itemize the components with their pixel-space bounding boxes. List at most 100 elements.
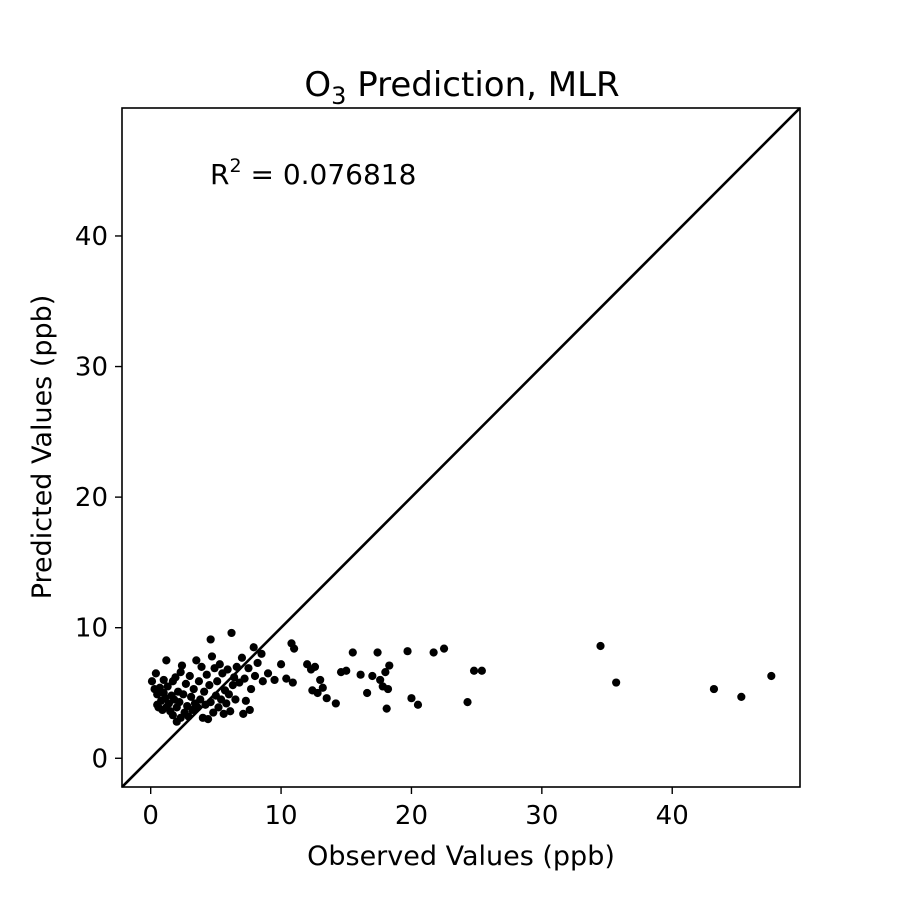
data-point [184,712,193,721]
data-point [232,662,241,671]
data-point [382,704,391,713]
data-point [196,695,205,704]
data-point [239,709,248,718]
data-point [151,669,160,678]
data-point [288,678,297,687]
x-tick-label: 40 [656,801,689,831]
data-point [153,690,162,699]
chart-title: O3 Prediction, MLR [304,65,619,110]
data-point [258,677,267,686]
data-point [171,673,180,682]
data-point [385,661,394,670]
data-point [187,692,196,702]
data-point [282,674,291,683]
data-point [257,649,266,658]
data-point [253,658,262,668]
data-point [244,664,253,673]
r-squared-annotation: R2 = 0.076818 [210,155,416,191]
data-point [219,709,228,718]
data-point [240,674,249,683]
y-tick-label: 20 [75,483,108,513]
data-point [214,703,223,712]
data-point [226,707,235,716]
data-point [356,670,365,679]
data-point [381,667,390,677]
data-point [168,711,177,720]
y-tick-label: 40 [75,222,108,252]
data-point [310,662,320,671]
data-point [477,666,486,675]
data-point [429,648,438,657]
axis-ticks: 0 10 20 30 40 0 10 20 30 40 [75,222,689,831]
identity-line-layer [121,107,801,788]
data-point [469,666,479,675]
data-point [202,670,211,679]
x-tick-label: 30 [525,801,558,831]
data-point [192,656,201,665]
data-point [313,688,322,698]
data-point [342,666,351,675]
data-point [175,698,184,707]
data-points [147,628,776,726]
data-point [322,694,331,703]
data-point [250,671,260,681]
data-point [231,695,240,704]
data-point [373,648,382,657]
data-point [228,681,237,690]
data-point [193,703,202,712]
y-tick-label: 0 [91,744,108,774]
chart-title-subscript: 3 [331,82,346,110]
data-point [227,628,236,638]
data-point [185,671,194,681]
x-tick-label: 0 [142,801,159,831]
x-tick-label: 20 [395,801,428,831]
data-point [207,652,217,661]
data-point [222,699,231,708]
data-point [363,688,372,698]
data-point [348,648,357,657]
data-point [162,656,171,665]
data-point [245,705,254,715]
data-point [331,699,340,708]
data-point [407,694,416,703]
y-tick-label: 10 [75,614,108,644]
data-point [439,644,449,653]
data-point [612,678,621,687]
data-point [463,698,472,707]
data-point [709,684,719,694]
data-point [200,687,209,696]
data-point [206,698,215,707]
data-point [194,677,204,686]
identity-line [121,107,801,788]
data-point [181,679,190,688]
data-point [223,665,232,674]
data-point [318,683,327,692]
data-point [737,692,746,702]
data-point [237,653,247,662]
data-point [270,675,279,685]
data-point [215,660,224,669]
data-point [206,635,215,644]
data-point [213,677,222,686]
data-point [290,644,299,653]
data-point [177,661,187,670]
data-point [376,675,385,685]
data-point [230,673,239,682]
data-point [224,690,234,699]
x-tick-label: 10 [265,801,298,831]
data-point [767,671,776,681]
data-point [263,669,273,678]
data-point [203,715,213,724]
data-point [383,684,393,694]
data-point [316,675,325,685]
data-point [403,647,412,656]
x-axis-label: Observed Values (ppb) [307,841,615,872]
data-point [246,684,256,694]
data-point [205,681,214,690]
data-point [159,675,168,685]
y-axis-label: Predicted Values (ppb) [27,295,58,600]
data-point [189,684,198,694]
data-point [249,643,258,652]
data-point [163,682,172,691]
